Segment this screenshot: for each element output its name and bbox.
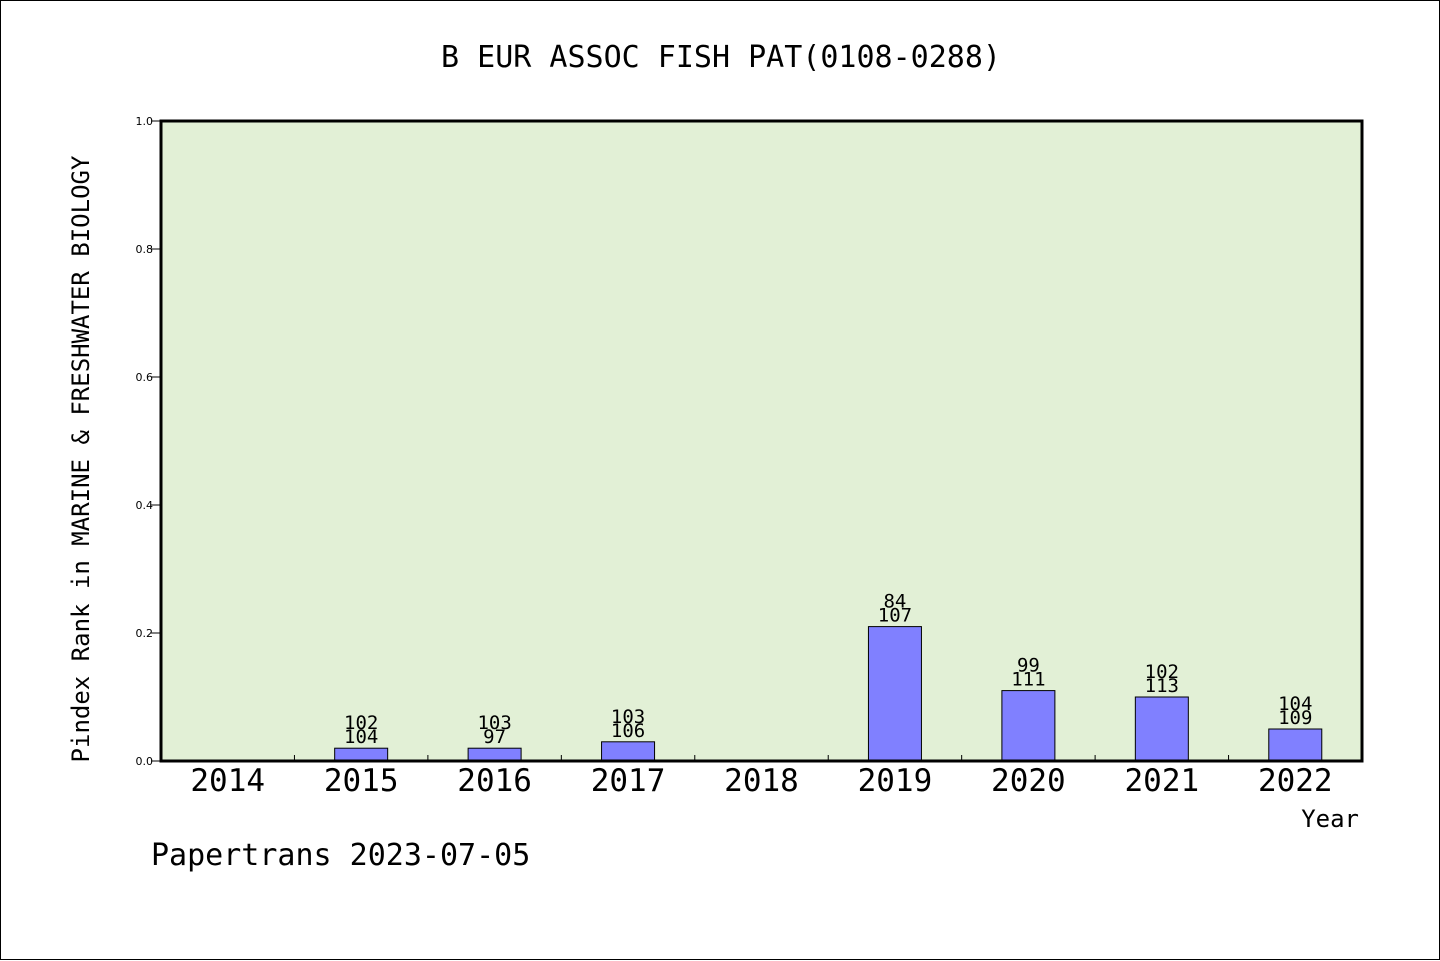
data-label-top: 103: [477, 712, 511, 734]
y-tick-label: 0.4: [136, 499, 154, 512]
x-tick-label: 2015: [324, 763, 399, 799]
bars-group: [334, 626, 1323, 762]
x-tick-label: 2018: [724, 763, 799, 799]
bar: [867, 626, 922, 762]
footer-text: Papertrans 2023-07-05: [151, 838, 530, 873]
bar: [1134, 696, 1189, 762]
data-label-bottom: 97: [483, 726, 506, 748]
x-ticks-group: 2014 2015 2016 2017 2018 2019 2020 2021 2022: [190, 755, 1333, 799]
y-tick-label: 0.0: [136, 755, 154, 768]
data-label-top: 102: [344, 712, 378, 734]
bar: [334, 747, 389, 762]
x-tick-label: 2019: [858, 763, 933, 799]
data-label-bottom: 107: [878, 605, 912, 627]
bar: [601, 741, 656, 762]
data-label-bottom: 111: [1011, 669, 1045, 691]
x-axis-label: Year: [1301, 805, 1359, 833]
y-tick-label: 0.8: [136, 243, 154, 256]
bar: [1268, 728, 1323, 762]
x-tick-label: 2022: [1258, 763, 1333, 799]
data-label-top: 84: [883, 591, 906, 613]
data-label-bottom: 109: [1278, 707, 1312, 729]
x-tick-label: 2014: [190, 763, 265, 799]
data-label-bottom: 106: [611, 720, 645, 742]
data-label-bottom: 104: [344, 726, 378, 748]
y-tick-label: 0.6: [136, 371, 154, 384]
data-label-top: 99: [1017, 655, 1040, 677]
bar: [1001, 690, 1056, 762]
x-tick-label: 2016: [457, 763, 532, 799]
y-ticks-group: 0.0 0.2 0.4 0.6 0.8 1.0: [136, 115, 161, 768]
data-label-top: 104: [1278, 693, 1312, 715]
data-label-bottom: 113: [1145, 675, 1179, 697]
y-axis-label: Pindex Rank in MARINE & FRESHWATER BIOLO…: [67, 155, 95, 762]
chart-title: B EUR ASSOC FISH PAT(0108-0288): [441, 40, 1001, 75]
x-tick-label: 2020: [991, 763, 1066, 799]
plot-border: [159, 119, 1364, 763]
x-tick-label: 2021: [1125, 763, 1200, 799]
plot-area: [161, 121, 1362, 761]
data-label-top: 103: [611, 706, 645, 728]
data-label-top: 102: [1145, 661, 1179, 683]
bar: [467, 747, 522, 762]
x-tick-label: 2017: [591, 763, 666, 799]
y-tick-label: 0.2: [136, 627, 154, 640]
y-tick-label: 1.0: [136, 115, 154, 128]
